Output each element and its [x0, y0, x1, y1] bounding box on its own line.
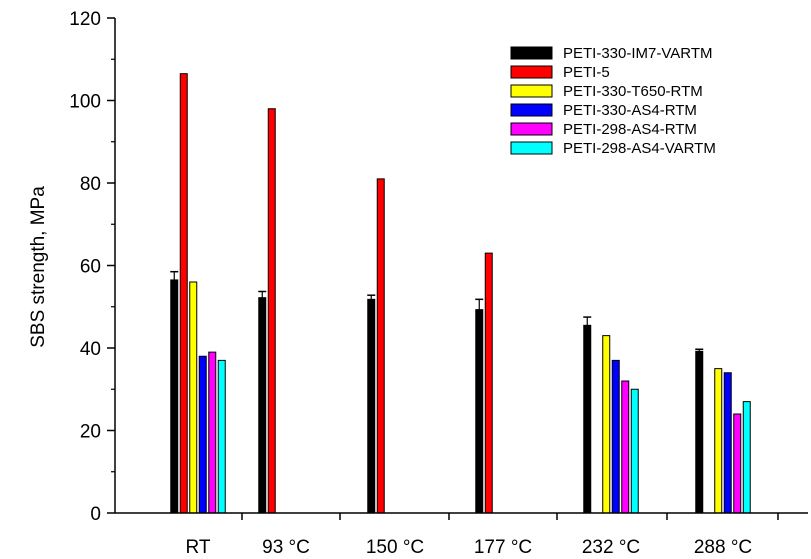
y-tick-label: 0 [90, 504, 101, 525]
legend-label: PETI-330-T650-RTM [563, 83, 703, 100]
bar [630, 388, 639, 514]
legend-item: PETI-330-T650-RTM [510, 83, 703, 100]
bar [695, 350, 704, 514]
legend-swatch [510, 46, 553, 60]
legend-item: PETI-298-AS4-VARTM [510, 140, 716, 157]
bar [621, 380, 630, 514]
legend-label: PETI-298-AS4-RTM [563, 121, 697, 138]
x-tick-label: RT [186, 537, 211, 558]
bar [198, 355, 207, 514]
legend-item: PETI-5 [510, 64, 610, 81]
bar [217, 359, 226, 514]
legend-swatch [510, 84, 553, 98]
bar [376, 178, 385, 514]
bar [583, 324, 592, 514]
legend: PETI-330-IM7-VARTM PETI-5 PETI-330-T650-RT… [510, 45, 716, 157]
error-bar [583, 316, 592, 326]
bar [170, 279, 179, 514]
error-bar [170, 270, 179, 280]
y-tick-label: 120 [69, 9, 101, 30]
bar [179, 73, 188, 514]
bar [258, 297, 267, 514]
bar [367, 298, 376, 514]
legend-swatch [510, 122, 553, 136]
bar [742, 401, 751, 514]
bar [189, 281, 198, 514]
bar [602, 335, 611, 514]
bar [733, 413, 742, 514]
bar [267, 108, 276, 514]
bar [475, 309, 484, 514]
y-tick-label: 20 [80, 422, 101, 443]
legend-swatch [510, 141, 553, 155]
legend-item: PETI-330-AS4-RTM [510, 102, 697, 119]
legend-label: PETI-298-AS4-VARTM [563, 140, 716, 157]
error-bar [695, 348, 704, 352]
x-tick-label: 288 °C [694, 537, 752, 558]
legend-label: PETI-5 [563, 64, 610, 81]
error-bar [367, 294, 376, 300]
y-tick-label: 100 [69, 92, 101, 113]
x-tick-label: 150 °C [366, 537, 424, 558]
bar [714, 368, 723, 514]
bar [484, 252, 493, 514]
error-bar [258, 290, 267, 298]
legend-item: PETI-330-IM7-VARTM [510, 45, 712, 62]
bar [208, 351, 217, 514]
x-tick-label: 93 °C [262, 537, 310, 558]
legend-label: PETI-330-IM7-VARTM [563, 45, 712, 62]
bar [611, 359, 620, 514]
error-bar [475, 298, 484, 310]
y-axis-title: SBS strength, MPa [28, 186, 49, 348]
y-tick-label: 80 [80, 174, 101, 195]
y-tick-label: 60 [80, 257, 101, 278]
axes-layer: 0 20 40 60 80 100 120 RT 93 °C 150 °C 177 °C 232 °C… [69, 9, 808, 558]
legend-item: PETI-298-AS4-RTM [510, 121, 697, 138]
x-tick-label: 177 °C [474, 537, 532, 558]
legend-label: PETI-330-AS4-RTM [563, 102, 697, 119]
legend-swatch [510, 103, 553, 117]
legend-swatch [510, 65, 553, 79]
bar [723, 372, 732, 514]
x-tick-label: 232 °C [582, 537, 640, 558]
y-tick-label: 40 [80, 339, 101, 360]
